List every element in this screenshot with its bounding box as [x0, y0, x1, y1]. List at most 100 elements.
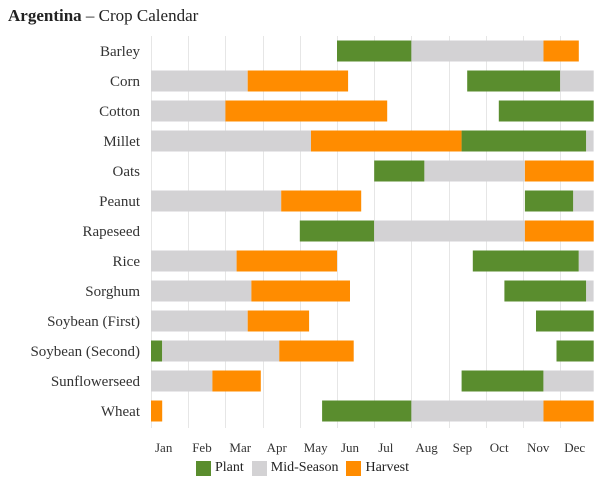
bar-soybean-second-plant	[556, 340, 594, 362]
crop-row-corn	[151, 70, 594, 92]
crop-label-rapeseed: Rapeseed	[83, 224, 141, 240]
bar-rice-plant	[472, 250, 579, 272]
crop-row-rapeseed	[299, 220, 594, 242]
month-label-jul: Jul	[378, 440, 394, 455]
bar-sorghum-harvest	[251, 280, 350, 302]
chart-title-separator: –	[85, 6, 95, 25]
bar-oats-harvest	[524, 160, 594, 182]
bar-wheat-harvest	[151, 400, 163, 422]
crop-label-wheat: Wheat	[101, 404, 141, 420]
chart-title: Argentina – Crop Calendar	[8, 6, 198, 26]
bar-sunflowerseed-plant	[461, 370, 544, 392]
bar-rapeseed-plant	[299, 220, 375, 242]
bar-rice-harvest	[236, 250, 337, 272]
crop-row-sorghum	[151, 280, 594, 302]
legend-item-plant: Plant	[196, 460, 244, 476]
bar-barley-harvest	[543, 40, 579, 62]
legend-label-mid-season: Mid-Season	[270, 460, 339, 475]
bar-peanut-plant	[524, 190, 574, 212]
bar-cotton-mid	[151, 100, 226, 122]
crop-labels: Barley Corn Cotton Millet Oats Peanut Rapeseed…	[30, 44, 140, 420]
bar-barley-mid	[411, 40, 544, 62]
crop-row-sunflowerseed	[151, 370, 594, 392]
bar-soybean-first-mid	[151, 310, 248, 332]
crop-row-barley	[337, 40, 579, 62]
bar-millet-harvest	[311, 130, 462, 152]
crop-row-oats	[374, 160, 594, 182]
bar-wheat-plant	[322, 400, 412, 422]
crop-row-cotton	[151, 100, 594, 122]
bar-sunflowerseed-mid	[151, 370, 213, 392]
month-labels: Jan Feb Mar Apr May Jun Jul Aug Sep Oct Nov Dec	[155, 440, 585, 455]
bar-millet-mid	[151, 130, 311, 152]
month-label-may: May	[304, 440, 328, 455]
bar-cotton-harvest	[225, 100, 388, 122]
bar-oats-mid	[424, 160, 525, 182]
crop-row-peanut	[151, 190, 594, 212]
month-label-jan: Jan	[155, 440, 173, 455]
bar-millet-mid	[586, 130, 594, 152]
crop-row-rice	[151, 250, 594, 272]
bar-corn-mid	[151, 70, 248, 92]
legend-swatch-mid-season	[251, 460, 267, 476]
chart-title-country: Argentina	[8, 6, 82, 25]
crop-row-millet	[151, 130, 594, 152]
month-label-sep: Sep	[453, 440, 473, 455]
bar-sorghum-mid	[151, 280, 252, 302]
crop-label-sorghum: Sorghum	[85, 284, 140, 300]
bar-soybean-second-harvest	[279, 340, 354, 362]
crop-label-corn: Corn	[110, 74, 141, 90]
bar-rice-mid	[578, 250, 594, 272]
chart-title-subtitle: Crop Calendar	[98, 6, 199, 25]
legend-swatch-harvest	[346, 460, 362, 476]
bar-peanut-mid	[151, 190, 282, 212]
legend: Plant Mid-Season Harvest	[196, 460, 417, 476]
bar-sunflowerseed-mid	[543, 370, 594, 392]
crop-label-soybean-second: Soybean (Second)	[30, 344, 140, 360]
crop-label-rice: Rice	[113, 254, 141, 270]
bar-soybean-second-plant	[151, 340, 163, 362]
bar-millet-plant	[461, 130, 587, 152]
bar-peanut-harvest	[281, 190, 362, 212]
bar-cotton-plant	[498, 100, 594, 122]
bar-sorghum-plant	[504, 280, 587, 302]
month-label-dec: Dec	[564, 440, 585, 455]
month-label-feb: Feb	[192, 440, 212, 455]
crop-label-peanut: Peanut	[99, 194, 141, 210]
bar-rapeseed-mid	[374, 220, 525, 242]
crop-row-wheat	[151, 400, 594, 422]
crop-label-cotton: Cotton	[99, 104, 140, 120]
bar-rice-mid	[151, 250, 237, 272]
bar-corn-mid	[560, 70, 594, 92]
month-label-jun: Jun	[341, 440, 360, 455]
bar-wheat-mid	[411, 400, 544, 422]
legend-item-harvest: Harvest	[346, 460, 409, 476]
legend-label-harvest: Harvest	[365, 460, 409, 475]
bar-soybean-second-mid	[162, 340, 280, 362]
month-label-nov: Nov	[527, 440, 550, 455]
legend-label-plant: Plant	[215, 460, 244, 475]
crop-label-soybean-first: Soybean (First)	[47, 314, 140, 330]
legend-item-mid-season: Mid-Season	[251, 460, 339, 476]
bar-sorghum-mid	[586, 280, 594, 302]
legend-swatch-plant	[196, 460, 211, 476]
month-label-oct: Oct	[490, 440, 509, 455]
month-label-mar: Mar	[229, 440, 251, 455]
crop-bars	[151, 40, 594, 422]
month-label-aug: Aug	[415, 440, 438, 455]
crop-row-soybean-second	[151, 340, 594, 362]
bar-soybean-first-harvest	[247, 310, 310, 332]
bar-barley-plant	[337, 40, 412, 62]
bar-oats-plant	[374, 160, 425, 182]
crop-row-soybean-first	[151, 310, 594, 332]
month-label-apr: Apr	[267, 440, 288, 455]
crop-label-sunflowerseed: Sunflowerseed	[51, 374, 141, 390]
bar-wheat-harvest	[543, 400, 594, 422]
crop-label-millet: Millet	[103, 134, 140, 150]
bar-sunflowerseed-harvest	[212, 370, 261, 392]
bar-rapeseed-harvest	[524, 220, 594, 242]
crop-label-oats: Oats	[113, 164, 141, 180]
bar-peanut-mid	[573, 190, 594, 212]
bar-corn-plant	[467, 70, 561, 92]
